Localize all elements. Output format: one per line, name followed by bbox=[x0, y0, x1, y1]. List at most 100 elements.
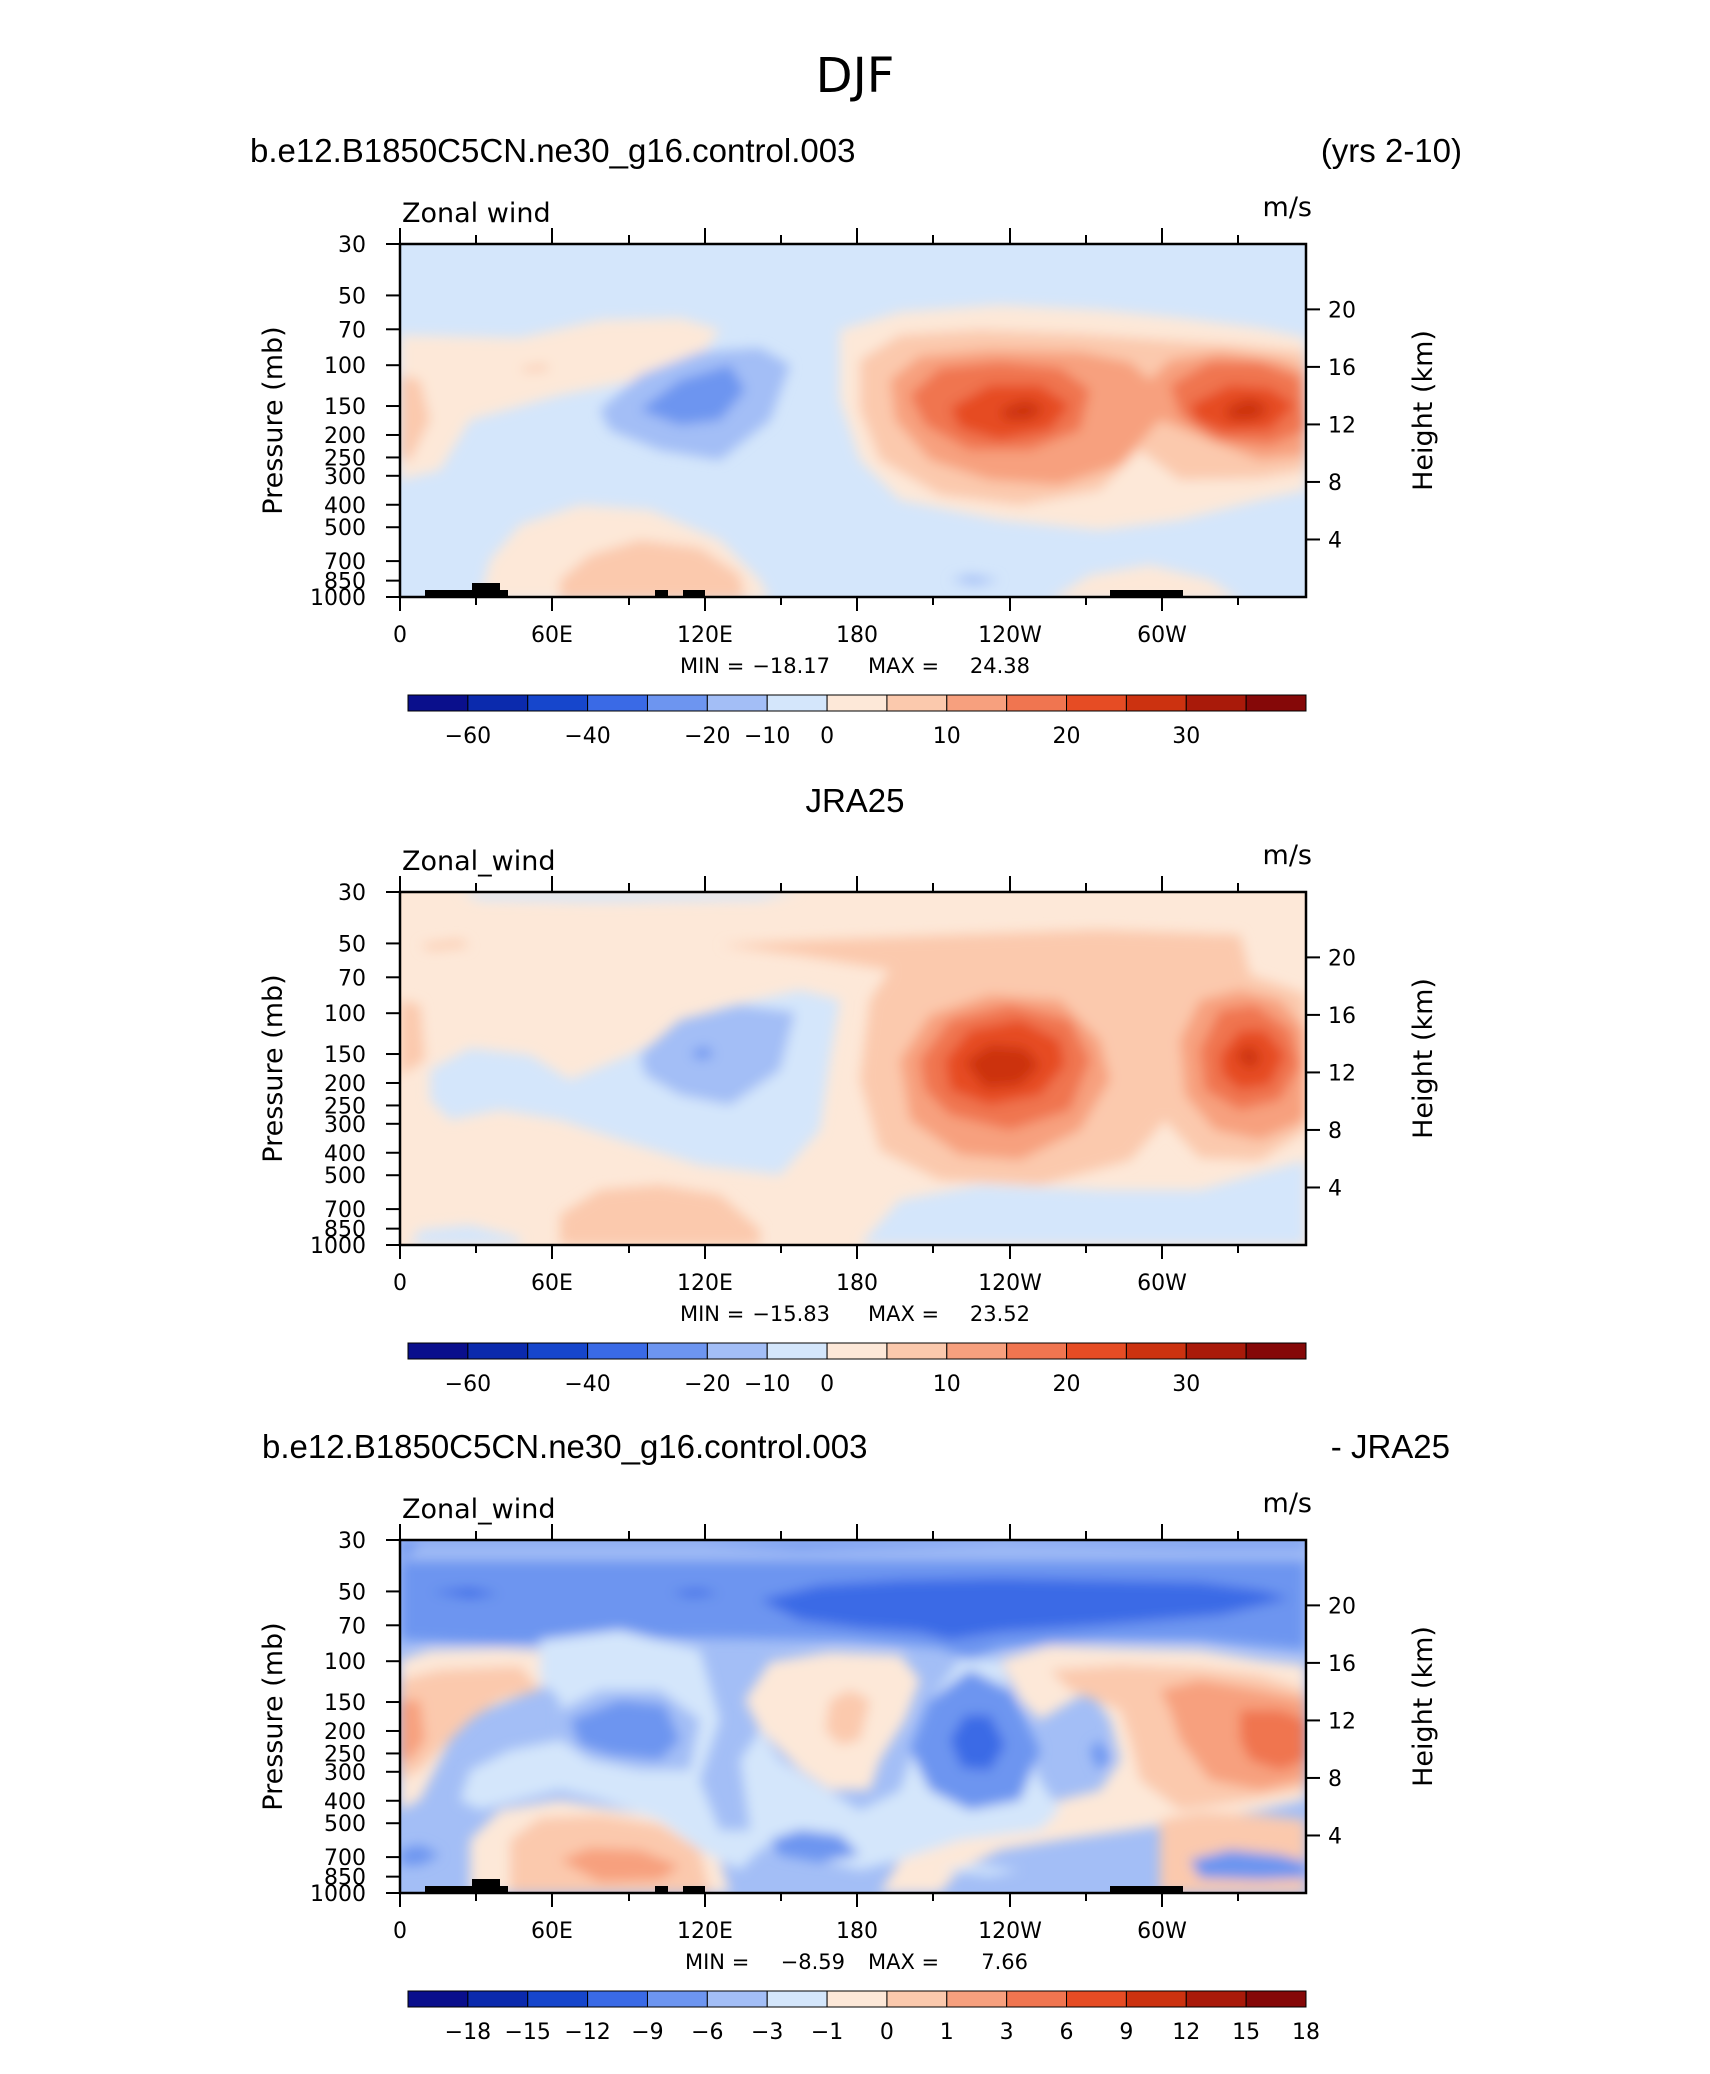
height-tick-label: 12 bbox=[1328, 1709, 1356, 1734]
colorbar-label: −20 bbox=[684, 724, 730, 749]
colorbar-label: 20 bbox=[1053, 1372, 1081, 1397]
height-tick-label: 16 bbox=[1328, 1652, 1356, 1677]
colorbar-box bbox=[1006, 694, 1068, 712]
colorbar-box bbox=[886, 1342, 948, 1360]
panel-1-variable-label: Zonal wind bbox=[402, 198, 551, 229]
panel-2-min-label: MIN = bbox=[680, 1302, 744, 1326]
colorbar-box bbox=[1245, 1342, 1307, 1360]
colorbar-box bbox=[587, 1990, 648, 2008]
colorbar-label: 3 bbox=[1000, 2020, 1014, 2045]
colorbar-label: −10 bbox=[744, 724, 790, 749]
pressure-tick-label: 300 bbox=[324, 465, 366, 490]
colorbar-box bbox=[766, 1990, 828, 2008]
colorbar-label: −60 bbox=[445, 724, 491, 749]
longitude-tick-label: 120E bbox=[677, 1271, 733, 1296]
colorbar-label: −40 bbox=[564, 724, 610, 749]
colorbar-box bbox=[1185, 694, 1247, 712]
panel-3-title-right: - JRA25 bbox=[1331, 1428, 1450, 1465]
colorbar-box bbox=[407, 1342, 469, 1360]
height-axis-title: Height (km) bbox=[1408, 978, 1439, 1139]
height-tick-label: 8 bbox=[1328, 1767, 1342, 1792]
pressure-tick-label: 100 bbox=[324, 1650, 366, 1675]
pressure-tick-label: 1000 bbox=[310, 1234, 366, 1259]
pressure-tick-label: 250 bbox=[324, 1094, 366, 1119]
longitude-tick-label: 180 bbox=[836, 623, 878, 648]
colorbar-box bbox=[527, 1990, 589, 2008]
colorbar-box bbox=[587, 694, 648, 712]
colorbar-box bbox=[946, 1342, 1008, 1360]
colorbar-box bbox=[646, 1990, 708, 2008]
panel-1-frame bbox=[398, 242, 1308, 599]
pressure-axis-title: Pressure (mb) bbox=[258, 974, 289, 1162]
colorbar-label: −20 bbox=[684, 1372, 730, 1397]
panel-1-min-value: −18.17 bbox=[752, 654, 830, 678]
colorbar-label: 10 bbox=[933, 1372, 961, 1397]
colorbar-box bbox=[587, 1342, 648, 1360]
longitude-tick-label: 60E bbox=[531, 1919, 573, 1944]
colorbar-label: −10 bbox=[744, 1372, 790, 1397]
longitude-tick-label: 120W bbox=[978, 1919, 1042, 1944]
height-tick-label: 20 bbox=[1328, 946, 1356, 971]
colorbar-label: 20 bbox=[1053, 724, 1081, 749]
colorbar-box bbox=[706, 1990, 768, 2008]
panel-3-contours bbox=[400, 1540, 1306, 1893]
colorbar-label: 0 bbox=[880, 2020, 894, 2045]
colorbar-label: 6 bbox=[1060, 2020, 1074, 2045]
panel-3-colorbar: −18 −15 −12 −9 −6 −3 −1 0 1 3 6 9 12 15 18 bbox=[407, 1990, 1320, 2045]
colorbar-label: −60 bbox=[445, 1372, 491, 1397]
panel-3-frame bbox=[398, 1538, 1308, 1895]
pressure-tick-label: 70 bbox=[338, 1614, 366, 1639]
height-tick-label: 4 bbox=[1328, 1824, 1342, 1849]
pressure-axis-title: Pressure (mb) bbox=[258, 1622, 289, 1810]
colorbar-label: −15 bbox=[505, 2020, 551, 2045]
pressure-tick-label: 400 bbox=[324, 1142, 366, 1167]
colorbar-label: 1 bbox=[940, 2020, 954, 2045]
height-tick-label: 8 bbox=[1328, 471, 1342, 496]
panel-2-max-value: 23.52 bbox=[970, 1302, 1030, 1326]
colorbar-box bbox=[826, 1990, 888, 2008]
pressure-tick-label: 30 bbox=[338, 1529, 366, 1554]
panel-2-contours bbox=[400, 892, 1306, 1245]
height-axis-title: Height (km) bbox=[1408, 330, 1439, 491]
panel-model: b.e12.B1850C5CN.ne30_g16.control.003 (yr… bbox=[250, 132, 1462, 749]
colorbar-box bbox=[527, 1342, 589, 1360]
colorbar-box bbox=[1066, 1342, 1127, 1360]
colorbar-box bbox=[527, 694, 589, 712]
colorbar-label: 15 bbox=[1232, 2020, 1260, 2045]
pressure-tick-label: 150 bbox=[324, 395, 366, 420]
colorbar-label: 9 bbox=[1119, 2020, 1133, 2045]
longitude-tick-label: 0 bbox=[393, 1919, 407, 1944]
pressure-tick-label: 850 bbox=[324, 1866, 366, 1891]
colorbar-label: −3 bbox=[751, 2020, 783, 2045]
longitude-tick-label: 60W bbox=[1137, 1919, 1187, 1944]
colorbar-box bbox=[467, 1990, 529, 2008]
height-tick-label: 12 bbox=[1328, 1061, 1356, 1086]
panel-1-topography bbox=[425, 583, 1183, 597]
panel-2-colorbar: −60 −40 −20 −10 0 10 20 30 bbox=[407, 1342, 1307, 1397]
colorbar-box bbox=[1185, 1990, 1247, 2008]
longitude-tick-label: 60E bbox=[531, 623, 573, 648]
pressure-tick-label: 70 bbox=[338, 966, 366, 991]
panel-1-stats: MIN = −18.17 MAX = 24.38 bbox=[680, 654, 1030, 678]
colorbar-box bbox=[826, 694, 888, 712]
pressure-tick-label: 200 bbox=[324, 1072, 366, 1097]
colorbar-label: 0 bbox=[820, 724, 834, 749]
colorbar-box bbox=[1185, 1342, 1247, 1360]
pressure-tick-label: 500 bbox=[324, 1812, 366, 1837]
pressure-tick-label: 250 bbox=[324, 1742, 366, 1767]
pressure-tick-label: 850 bbox=[324, 570, 366, 595]
pressure-tick-label: 400 bbox=[324, 1790, 366, 1815]
panel-3-min-value: −8.59 bbox=[781, 1950, 845, 1974]
colorbar-label: −6 bbox=[691, 2020, 723, 2045]
pressure-tick-label: 700 bbox=[324, 550, 366, 575]
colorbar-label: 30 bbox=[1172, 1372, 1200, 1397]
colorbar-box bbox=[766, 1342, 828, 1360]
pressure-tick-label: 700 bbox=[324, 1198, 366, 1223]
height-tick-label: 12 bbox=[1328, 413, 1356, 438]
panel-2-title: JRA25 bbox=[805, 782, 904, 819]
panel-2-min-value: −15.83 bbox=[752, 1302, 830, 1326]
pressure-tick-label: 400 bbox=[324, 494, 366, 519]
